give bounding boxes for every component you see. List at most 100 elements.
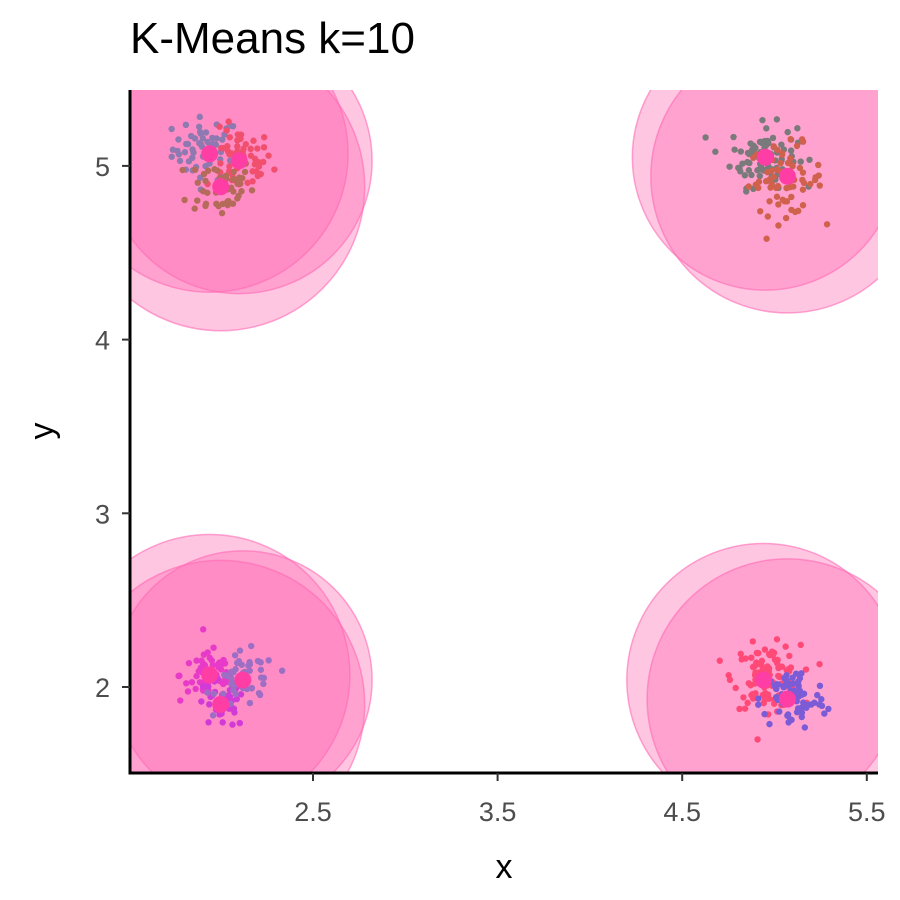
data-point-cluster-9 [748, 691, 755, 699]
data-point-cluster-1 [196, 113, 203, 121]
data-point-cluster-5 [807, 180, 814, 188]
data-point-cluster-2 [255, 163, 263, 170]
data-point-cluster-7 [233, 695, 240, 703]
data-point-cluster-3 [179, 166, 186, 174]
data-point-cluster-3 [191, 166, 199, 173]
data-point-cluster-8 [278, 667, 286, 674]
data-point-cluster-9 [759, 665, 767, 672]
data-point-cluster-9 [744, 699, 751, 707]
data-point-cluster-5 [796, 164, 804, 172]
y-tick-label: 2 [95, 673, 110, 703]
data-point-cluster-7 [198, 698, 205, 705]
data-point-cluster-5 [816, 182, 823, 189]
data-point-cluster-7 [199, 683, 207, 690]
data-point-cluster-5 [787, 136, 794, 143]
data-point-cluster-3 [202, 202, 209, 210]
data-point-cluster-6 [185, 659, 193, 667]
data-point-cluster-3 [229, 200, 237, 207]
data-point-cluster-4 [731, 146, 738, 153]
data-point-cluster-2 [240, 145, 247, 153]
data-point-cluster-6 [217, 666, 225, 673]
data-point-cluster-3 [181, 196, 188, 204]
chart-title: K-Means k=10 [130, 14, 415, 63]
data-point-cluster-10 [798, 691, 806, 698]
data-point-cluster-9 [745, 680, 752, 687]
data-point-cluster-2 [234, 143, 241, 150]
data-point-cluster-6 [199, 626, 207, 633]
data-point-cluster-2 [265, 152, 272, 159]
data-point-cluster-6 [195, 668, 202, 675]
data-point-cluster-3 [202, 177, 209, 185]
data-point-cluster-6 [193, 672, 200, 680]
data-point-cluster-7 [205, 683, 212, 690]
data-point-cluster-2 [244, 179, 251, 186]
data-point-cluster-10 [772, 693, 780, 701]
data-point-cluster-5 [778, 151, 786, 158]
cluster-center-5 [778, 167, 796, 185]
x-tick-label: 5.5 [848, 797, 886, 827]
data-point-cluster-4 [784, 128, 791, 136]
data-point-cluster-5 [799, 138, 807, 145]
data-point-cluster-5 [764, 213, 772, 220]
cluster-circle-3 [130, 90, 366, 332]
data-point-cluster-4 [761, 137, 768, 145]
data-point-cluster-2 [271, 166, 278, 173]
data-point-cluster-3 [191, 205, 198, 212]
data-point-cluster-2 [254, 145, 261, 152]
data-point-cluster-5 [783, 184, 790, 192]
data-point-cluster-10 [803, 704, 810, 711]
data-point-cluster-1 [174, 147, 181, 155]
data-point-cluster-4 [745, 167, 753, 174]
data-point-cluster-9 [776, 673, 783, 680]
data-point-cluster-10 [818, 696, 825, 703]
data-point-cluster-6 [184, 688, 192, 695]
data-point-cluster-3 [204, 167, 212, 174]
data-point-cluster-1 [202, 129, 210, 136]
data-point-cluster-9 [775, 664, 782, 672]
data-point-cluster-9 [725, 672, 732, 679]
data-point-cluster-6 [220, 680, 228, 687]
data-point-cluster-10 [776, 708, 783, 715]
data-point-cluster-5 [773, 166, 781, 173]
y-tick-label: 3 [95, 499, 110, 529]
data-point-cluster-9 [816, 660, 823, 668]
data-point-cluster-8 [256, 691, 264, 699]
data-point-cluster-9 [732, 684, 739, 692]
data-point-cluster-8 [246, 699, 254, 707]
data-point-cluster-2 [226, 163, 233, 170]
data-point-cluster-2 [260, 134, 268, 141]
data-point-cluster-1 [168, 153, 175, 160]
cluster-center-8 [234, 671, 252, 689]
data-point-cluster-9 [786, 652, 793, 660]
data-point-cluster-5 [815, 161, 822, 169]
data-point-cluster-9 [797, 641, 804, 649]
data-point-cluster-1 [189, 146, 196, 153]
data-point-cluster-2 [260, 158, 267, 166]
data-point-cluster-3 [194, 197, 201, 204]
data-point-cluster-8 [223, 672, 231, 680]
data-point-cluster-6 [175, 672, 182, 680]
data-point-cluster-5 [782, 214, 790, 222]
data-point-cluster-1 [181, 149, 189, 156]
data-point-cluster-5 [815, 172, 822, 179]
data-point-cluster-2 [257, 170, 264, 178]
data-point-cluster-10 [816, 701, 823, 708]
data-point-cluster-5 [779, 196, 786, 204]
data-point-cluster-5 [745, 183, 752, 190]
data-point-cluster-1 [175, 136, 182, 143]
data-point-cluster-7 [237, 691, 245, 698]
data-point-cluster-5 [823, 221, 831, 228]
data-point-cluster-6 [221, 660, 229, 667]
data-point-cluster-8 [230, 687, 237, 694]
data-point-cluster-4 [739, 160, 746, 167]
data-point-cluster-2 [260, 144, 268, 151]
data-point-cluster-9 [749, 663, 757, 671]
data-point-cluster-4 [773, 116, 781, 123]
data-point-cluster-4 [741, 172, 749, 179]
data-point-cluster-6 [199, 660, 207, 667]
data-point-cluster-2 [237, 135, 244, 143]
data-point-cluster-3 [230, 168, 237, 176]
axes: 2.5 3.5 4.5 5.5 2 3 4 5 [95, 90, 886, 827]
x-tick-label: 3.5 [479, 797, 517, 827]
